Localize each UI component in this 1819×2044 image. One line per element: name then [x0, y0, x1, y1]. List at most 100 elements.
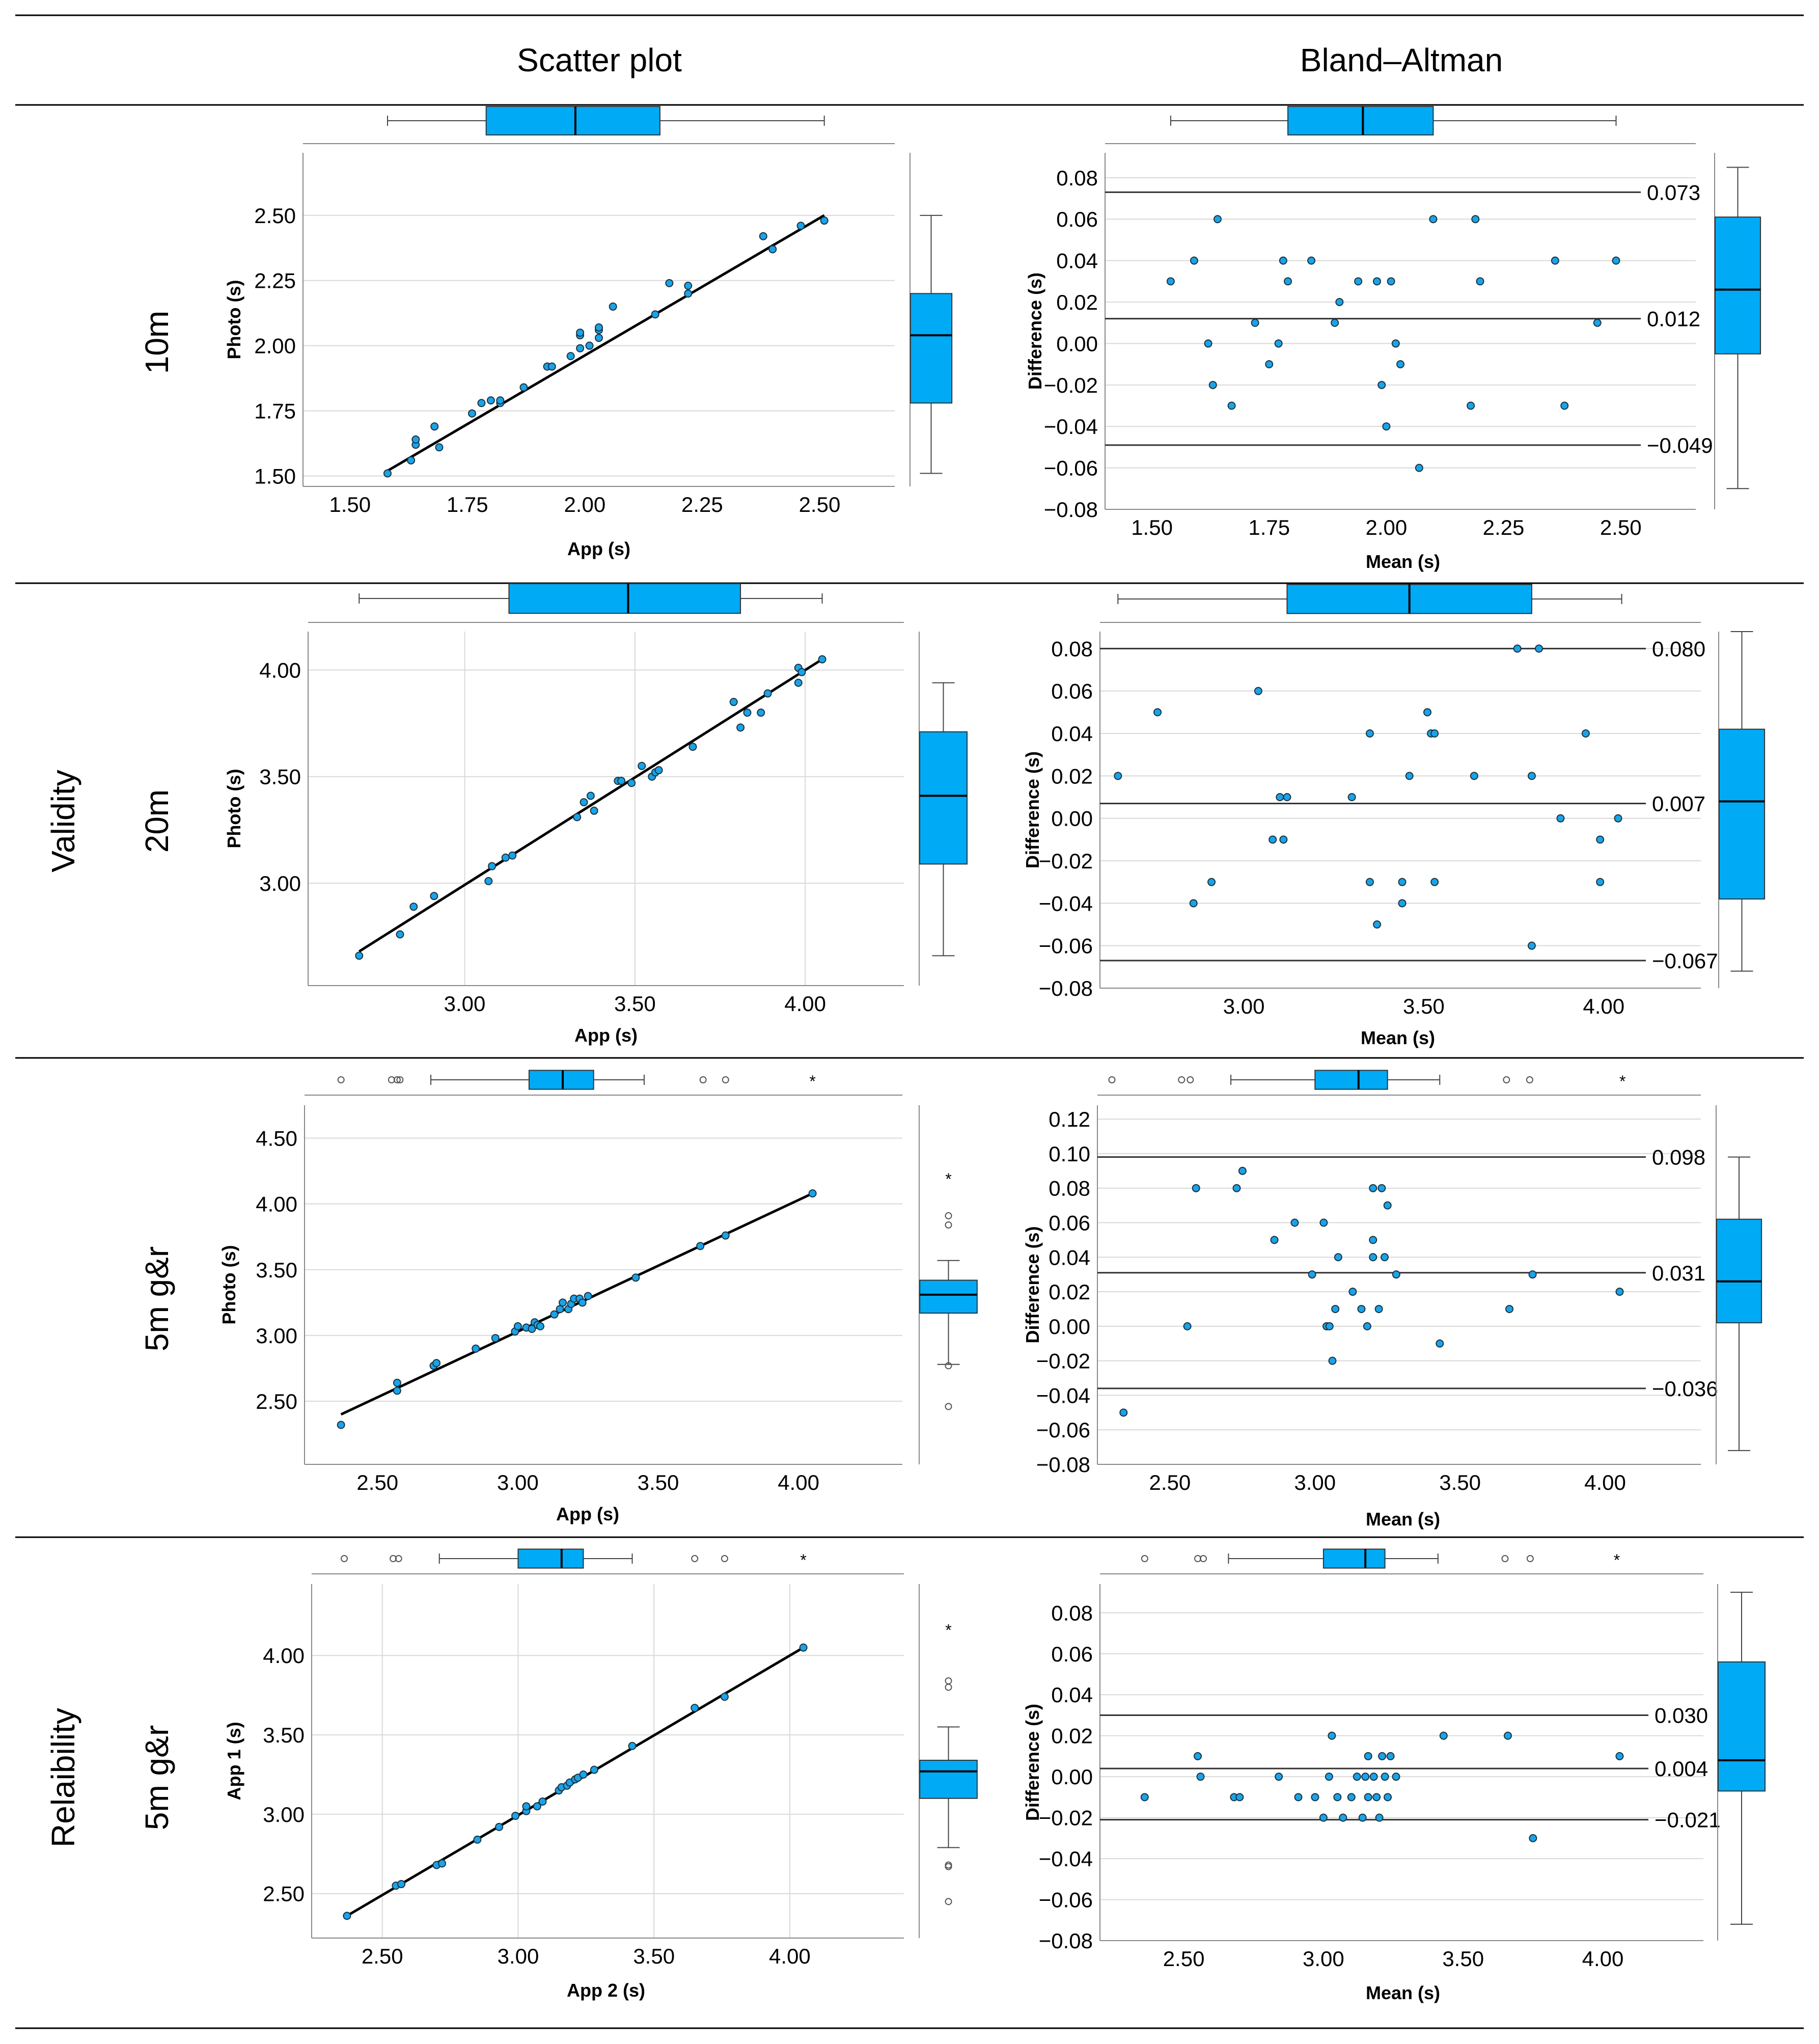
y-tick-label: −0.04	[1039, 891, 1093, 915]
data-point	[536, 1322, 544, 1330]
data-point	[1335, 298, 1344, 307]
data-point	[1364, 1793, 1372, 1802]
y-tick-label: −0.02	[1039, 1806, 1093, 1830]
data-point	[533, 1802, 541, 1811]
right-box-outlier	[945, 1683, 952, 1691]
data-point	[1183, 1322, 1192, 1330]
loa-label: −0.036	[1652, 1377, 1718, 1401]
loa-label: −0.021	[1655, 1808, 1721, 1832]
right-box-outlier	[945, 1403, 952, 1410]
right-box-iqr	[1714, 216, 1761, 355]
group-label-validity: Validity	[45, 770, 81, 873]
data-point	[513, 1322, 522, 1330]
y-tick-label: 0.08	[1051, 637, 1093, 661]
loa-label: 0.080	[1652, 637, 1705, 661]
y-axis-label: Photo (s)	[218, 1245, 239, 1325]
data-point	[337, 1421, 345, 1429]
right-box-iqr	[919, 1759, 978, 1799]
y-axis-label: Photo (s)	[224, 280, 244, 360]
row-label-20m: 20m	[139, 789, 175, 853]
y-tick-label: 0.02	[1056, 290, 1098, 314]
data-point	[1328, 1356, 1337, 1365]
data-point	[1274, 339, 1283, 348]
data-point	[576, 344, 585, 352]
data-point	[1290, 1218, 1299, 1227]
y-tick-label: 3.00	[256, 1324, 297, 1348]
data-point	[1377, 380, 1386, 389]
data-point	[1612, 256, 1620, 265]
x-tick-label: 4.00	[784, 992, 826, 1016]
data-point	[1119, 1408, 1128, 1417]
x-axis-label: Mean (s)	[1366, 1509, 1440, 1530]
data-point	[495, 1822, 504, 1831]
y-tick-label: 3.00	[263, 1803, 305, 1827]
y-axis-label: Difference (s)	[1025, 272, 1045, 390]
data-point	[1375, 1813, 1384, 1822]
y-tick-label: 0.06	[1051, 679, 1093, 703]
data-point	[1354, 277, 1363, 286]
x-tick-label: 3.00	[1294, 1470, 1336, 1494]
data-point	[1140, 1793, 1149, 1802]
data-point	[1279, 256, 1287, 265]
data-point	[595, 323, 603, 332]
top-box-outlier	[396, 1076, 404, 1083]
data-point	[538, 1797, 547, 1806]
x-tick-label: 3.00	[444, 992, 486, 1016]
data-point	[396, 930, 404, 939]
y-tick-label: −0.04	[1039, 1847, 1093, 1871]
right-box-outlier	[945, 1221, 952, 1229]
data-point	[1365, 878, 1374, 886]
x-tick-label: 2.50	[362, 1944, 403, 1968]
data-point	[397, 1880, 406, 1889]
y-tick-label: 0.02	[1051, 764, 1093, 788]
data-point	[1596, 878, 1605, 886]
data-point	[743, 708, 752, 717]
y-tick-label: 0.04	[1051, 722, 1093, 746]
data-point	[573, 813, 582, 822]
chart-10m-ba: −0.08 −0.06 −0.04 −0.02 0.00 0.02 0.04 0.06 0.08…	[1025, 106, 1761, 572]
data-point	[768, 245, 777, 254]
data-point	[1307, 256, 1316, 265]
data-point	[1429, 215, 1438, 224]
data-point	[1238, 1166, 1247, 1175]
data-point	[1551, 256, 1559, 265]
data-point	[638, 761, 646, 770]
row-label-5m-validity: 5m g&r	[139, 1246, 175, 1351]
data-point	[1190, 256, 1198, 265]
data-point	[580, 798, 588, 806]
top-box-iqr	[1322, 1548, 1386, 1569]
top-box-iqr	[517, 1548, 584, 1569]
data-point	[496, 396, 505, 405]
data-point	[1369, 1253, 1377, 1262]
data-point	[1391, 339, 1400, 348]
data-point	[1528, 1270, 1537, 1279]
data-point	[796, 222, 805, 230]
loa-label: 0.007	[1652, 792, 1705, 816]
data-point	[1334, 1253, 1342, 1262]
top-box-outlier	[341, 1555, 348, 1562]
data-point	[1196, 1773, 1205, 1781]
x-axis-label: App (s)	[567, 538, 630, 559]
y-tick-label: 0.04	[1056, 249, 1098, 273]
data-point	[1207, 878, 1216, 886]
data-point	[584, 1292, 592, 1300]
top-box-outlier	[1194, 1555, 1202, 1562]
x-tick-label: 4.00	[1582, 1947, 1624, 1971]
data-point	[1373, 920, 1382, 929]
top-box-extreme: *	[1614, 1551, 1620, 1569]
data-point	[1166, 277, 1175, 286]
data-point	[609, 302, 617, 311]
data-point	[1383, 1201, 1392, 1210]
row-label-10m: 10m	[139, 311, 175, 374]
data-point	[1369, 1236, 1377, 1244]
y-tick-label: 0.00	[1051, 807, 1093, 831]
y-axis-label: Photo (s)	[224, 769, 244, 849]
data-point	[1382, 422, 1391, 431]
data-point	[794, 678, 803, 687]
y-tick-label: −0.08	[1039, 1929, 1093, 1953]
y-tick-label: 2.50	[263, 1882, 305, 1906]
right-box-extreme: *	[945, 1170, 951, 1188]
data-point	[1436, 1339, 1444, 1348]
data-point	[808, 1189, 817, 1198]
